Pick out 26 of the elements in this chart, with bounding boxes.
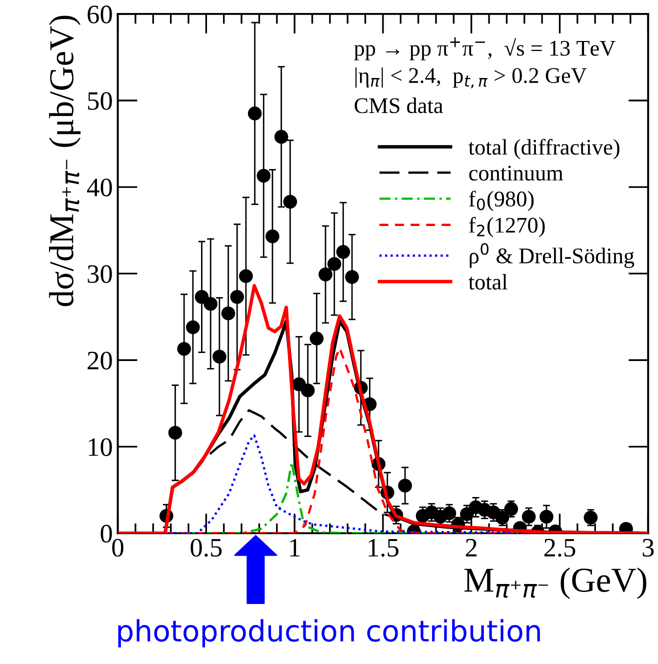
- x-tick-label: 3: [642, 538, 654, 557]
- legend-label: f$_{2}$(1270): [469, 216, 545, 238]
- x-tick-label: 1.5: [368, 538, 398, 557]
- legend-label: total (diffractive): [468, 138, 620, 160]
- x-tick-label: 0: [112, 538, 124, 557]
- legend-label: total: [468, 274, 508, 290]
- x-tick-label: 2.5: [544, 538, 576, 557]
- y-axis-title: dσ/dM$_{π⁺π⁻}$ (μb/GeV): [49, 16, 81, 306]
- y-tick-label: 20: [88, 352, 112, 370]
- annotation: |η$_{π}$| < 2.4, p$_{t,π}$ > 0.2 GeV: [355, 67, 587, 88]
- y-tick-label: 50: [88, 92, 112, 110]
- y-tick-label: 30: [88, 265, 112, 283]
- x-tick-label: 0.5: [190, 538, 222, 557]
- x-axis-title: M$_{π⁺π⁻}$ (GeV): [464, 568, 646, 600]
- annotation: pp → pp π$^{+}$π$^{−}$, √s = 13 TeV: [354, 37, 616, 60]
- y-tick-label: 10: [88, 438, 112, 456]
- annotation: CMS data: [354, 98, 443, 114]
- y-tick-label: 0: [100, 524, 112, 543]
- text: photoproduction contribution: [118, 619, 540, 648]
- y-tick-label: 40: [87, 178, 112, 196]
- legend-label: continuum: [469, 166, 564, 181]
- x-tick-label: 1: [290, 538, 300, 556]
- y-tick-label: 60: [88, 6, 112, 24]
- legend-label: ρ$^{0}$ & Drell-Söding: [470, 243, 634, 268]
- x-tick-label: 2: [466, 538, 476, 556]
- legend-label: f$_{0}$(980): [469, 190, 534, 212]
